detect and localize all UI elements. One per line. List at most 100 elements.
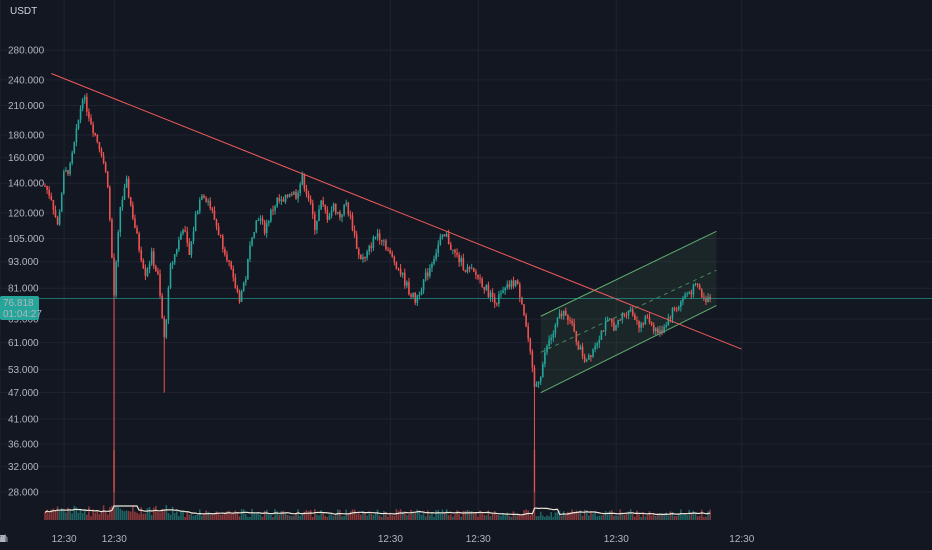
- candle-body: [552, 333, 555, 338]
- volume-bar: [221, 514, 224, 520]
- candle-body: [389, 250, 391, 254]
- price-axis[interactable]: 280.000 240.000 210.000 180.000 160.000 140.0…: [8, 46, 45, 499]
- volume-bar: [692, 510, 695, 520]
- volume-bar: [648, 511, 651, 520]
- volume-bar: [115, 506, 117, 520]
- volume-bar: [634, 516, 636, 520]
- volume-bar: [299, 515, 301, 520]
- volume-bar: [447, 515, 450, 520]
- candle-body: [140, 250, 143, 261]
- candle-body: [496, 303, 498, 305]
- volume-bar: [403, 511, 406, 520]
- candle-body: [479, 278, 481, 280]
- candle-body: [92, 124, 94, 133]
- candle-body: [157, 271, 159, 274]
- time-axis[interactable]: 12:30 17 12:30 2428Jun7 12:30 14 12:30 2125 12:3…: [0, 534, 755, 545]
- candle-body: [445, 234, 448, 237]
- volume-bar: [464, 510, 467, 520]
- volume-bar: [213, 513, 216, 520]
- candle-body: [60, 193, 63, 212]
- candle-body: [659, 330, 661, 333]
- volume-bar: [498, 515, 500, 520]
- candle-body: [458, 254, 460, 263]
- volume-bar: [508, 515, 511, 520]
- candle-body: [485, 284, 488, 290]
- candle-body: [385, 240, 387, 250]
- candle-body: [644, 316, 647, 325]
- candle-body: [360, 254, 362, 259]
- volume-bar: [104, 511, 107, 520]
- candle-body: [186, 231, 189, 243]
- volume-bar: [201, 515, 203, 520]
- volume-bar: [211, 513, 214, 520]
- volume-bar: [592, 513, 594, 520]
- candle-body: [295, 191, 297, 199]
- volume-bar: [629, 509, 632, 520]
- candle-body: [623, 314, 626, 316]
- volume-bar: [152, 507, 155, 520]
- volume-bar: [314, 509, 316, 520]
- time-tick-label: 28: [0, 534, 6, 545]
- volume-bar: [556, 511, 559, 520]
- candle-body: [621, 314, 624, 321]
- time-tick-label: 12:30: [102, 534, 127, 545]
- candle-body: [435, 252, 437, 260]
- volume-bar: [322, 512, 324, 520]
- volume-bar: [663, 514, 665, 520]
- volume-bar: [198, 509, 201, 520]
- volume-bar: [493, 510, 496, 520]
- volume-bar: [274, 509, 276, 520]
- candle-body: [347, 202, 350, 215]
- volume-bar: [165, 505, 168, 520]
- price-tick-label: 36.000: [8, 439, 39, 450]
- price-tick-label: 81.000: [8, 284, 39, 295]
- candle-body: [690, 292, 693, 295]
- candle-body: [629, 309, 632, 311]
- volume-bar: [680, 509, 682, 520]
- volume-bar: [65, 512, 67, 520]
- candle-body: [232, 268, 235, 278]
- candle-body: [119, 207, 122, 233]
- volume-bar: [491, 513, 494, 520]
- volume-bar: [608, 510, 611, 520]
- volume-bar: [238, 516, 241, 520]
- descending-trendline[interactable]: [51, 73, 742, 350]
- candle-body: [280, 199, 283, 201]
- volume-bar: [328, 514, 331, 520]
- volume-moving-average: [44, 505, 711, 516]
- volume-bar: [136, 512, 138, 520]
- volume-bar: [397, 511, 400, 520]
- candle-body: [640, 323, 642, 328]
- volume-bar: [667, 515, 670, 520]
- volume-bar: [698, 515, 701, 520]
- volume-bar: [148, 507, 151, 520]
- candle-body: [703, 297, 705, 299]
- volume-bar: [326, 516, 329, 520]
- candle-body: [341, 214, 343, 218]
- candle-body: [646, 316, 649, 318]
- volume-bar: [489, 516, 492, 520]
- volume-bar: [247, 516, 249, 520]
- candle-body: [345, 202, 347, 205]
- candle-body: [429, 267, 431, 277]
- candle-body: [240, 290, 243, 302]
- volume-bar: [439, 512, 442, 520]
- volume-bar: [297, 509, 299, 520]
- volume-bar: [249, 516, 251, 520]
- candle-body: [71, 152, 73, 164]
- candle-body: [677, 306, 680, 310]
- candle-body: [449, 244, 452, 251]
- volume-bar: [134, 511, 136, 520]
- candle-body: [297, 193, 299, 199]
- candle-body: [351, 215, 354, 230]
- candle-body: [159, 273, 161, 296]
- volume-bar: [544, 516, 546, 520]
- volume-bar: [332, 516, 335, 520]
- volume-bar: [412, 512, 414, 520]
- price-tick-label: 53.000: [8, 365, 39, 376]
- volume-bar: [270, 515, 272, 520]
- volume-bar: [167, 512, 170, 520]
- volume-bar: [370, 513, 373, 520]
- candle-body: [399, 268, 402, 275]
